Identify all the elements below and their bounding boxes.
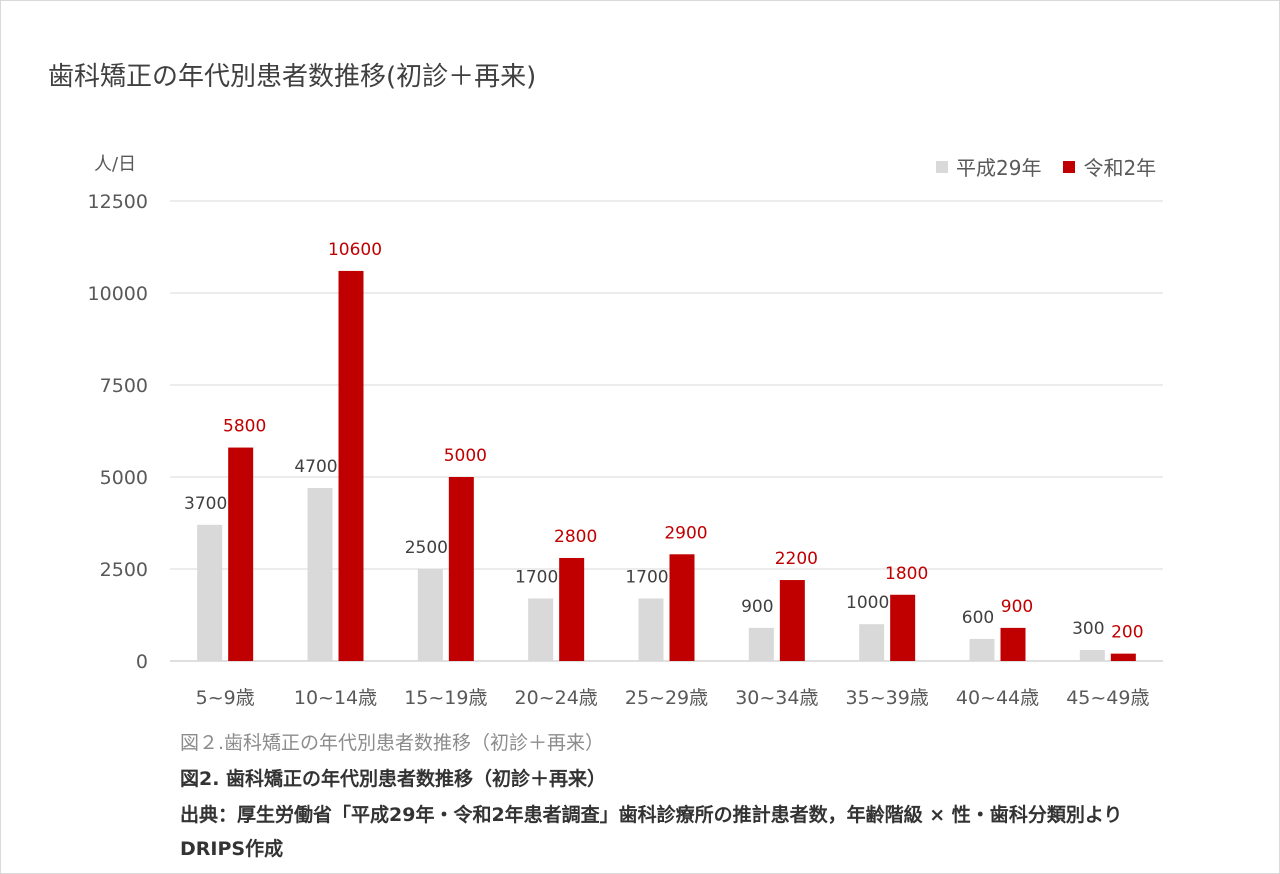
bar-h29 <box>197 524 223 661</box>
data-label-r2: 900 <box>1001 597 1033 617</box>
bar-r2 <box>448 477 474 661</box>
data-label-r2: 2200 <box>775 549 818 569</box>
data-label-r2: 1800 <box>885 564 928 584</box>
bar-r2 <box>669 554 695 661</box>
data-label-r2: 10600 <box>328 240 382 260</box>
legend-item-h29: 平成29年 <box>936 152 1041 181</box>
bar-h29 <box>748 627 774 661</box>
legend-swatch-r2 <box>1063 160 1076 173</box>
data-label-r2: 2800 <box>554 527 597 547</box>
x-tick-label: 15~19歳 <box>404 687 487 709</box>
data-label-r2: 5800 <box>223 417 266 437</box>
x-tick-label: 20~24歳 <box>515 687 598 709</box>
figure-caption: 図２.歯科矯正の年代別患者数推移（初診＋再来） <box>180 732 605 754</box>
data-label-h29: 2500 <box>405 538 448 558</box>
bar-r2 <box>559 557 585 661</box>
legend-label-r2: 令和2年 <box>1083 156 1157 180</box>
bar-h29 <box>1079 649 1105 661</box>
legend: 平成29年 令和2年 <box>936 152 1178 181</box>
data-label-h29: 3700 <box>184 494 227 514</box>
figure-caption-bold: 図2. 歯科矯正の年代別患者数推移（初診＋再来） <box>180 768 607 790</box>
x-tick-label: 35~39歳 <box>846 687 929 709</box>
x-tick-label: 25~29歳 <box>625 687 708 709</box>
data-label-h29: 900 <box>741 597 773 617</box>
x-tick-label: 10~14歳 <box>294 687 377 709</box>
data-label-h29: 300 <box>1072 619 1104 639</box>
chart-title: 歯科矯正の年代別患者数推移(初診＋再来) <box>48 62 537 92</box>
data-label-r2: 2900 <box>664 523 707 543</box>
x-tick-label: 45~49歳 <box>1066 687 1149 709</box>
bar-h29 <box>307 488 333 661</box>
y-axis-unit-label: 人/日 <box>94 154 137 175</box>
data-label-r2: 200 <box>1111 623 1143 643</box>
bar-h29 <box>417 569 443 661</box>
data-label-h29: 4700 <box>294 457 337 477</box>
bar-r2 <box>1110 653 1136 661</box>
legend-swatch-h29 <box>936 160 948 173</box>
bar-r2 <box>338 270 364 661</box>
bar-h29 <box>969 638 995 661</box>
bar-h29 <box>859 624 885 661</box>
x-tick-label: 30~34歳 <box>735 687 818 709</box>
data-label-h29: 1000 <box>846 593 889 613</box>
y-tick-label: 12500 <box>88 191 148 213</box>
x-tick-label: 40~44歳 <box>956 687 1039 709</box>
bar-r2 <box>1000 627 1026 661</box>
source-note: 出典：厚生労働省「平成29年・令和2年患者調査」歯科診療所の推計患者数，年齢階級… <box>180 804 1161 860</box>
data-label-h29: 600 <box>962 608 994 628</box>
y-tick-label: 5000 <box>100 467 148 489</box>
bar-h29 <box>638 598 664 661</box>
legend-label-h29: 平成29年 <box>956 156 1042 180</box>
data-label-h29: 1700 <box>625 567 668 587</box>
data-label-h29: 1700 <box>515 567 558 587</box>
bar-r2 <box>779 580 805 661</box>
bar-h29 <box>528 598 554 661</box>
x-tick-label: 5~9歳 <box>196 687 255 709</box>
y-tick-label: 0 <box>136 651 148 673</box>
y-tick-label: 10000 <box>88 283 148 305</box>
bar-r2 <box>890 594 916 661</box>
y-tick-label: 2500 <box>100 559 148 581</box>
y-tick-label: 7500 <box>100 375 148 397</box>
data-label-r2: 5000 <box>444 446 487 466</box>
bar-r2 <box>228 447 254 661</box>
legend-item-r2: 令和2年 <box>1063 152 1156 181</box>
